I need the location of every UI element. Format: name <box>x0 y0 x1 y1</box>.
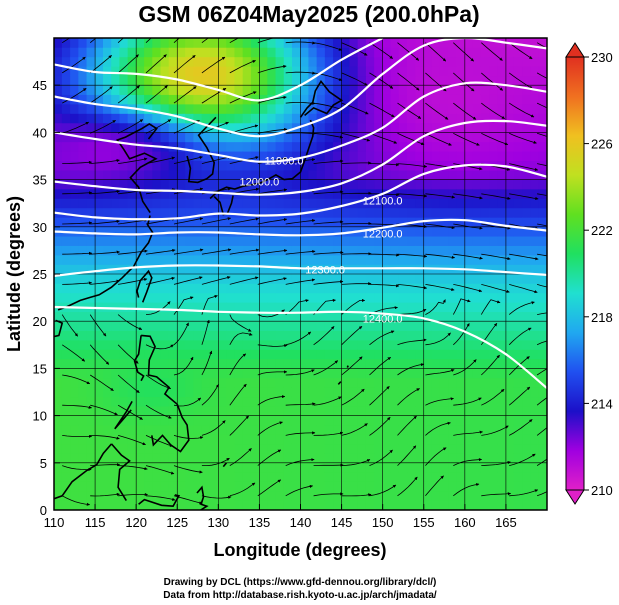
x-tick-label: 145 <box>331 515 353 530</box>
contour-label: 12300.0 <box>305 264 345 276</box>
colorbar-tick-label: 214 <box>591 396 613 411</box>
x-tick-label: 165 <box>495 515 517 530</box>
y-tick-label: 30 <box>33 220 47 235</box>
credit-data-source: Data from http://database.rish.kyoto-u.a… <box>163 590 437 601</box>
contour-label: 12200.0 <box>363 228 403 240</box>
x-tick-label: 120 <box>125 515 147 530</box>
x-tick-label: 115 <box>85 515 106 530</box>
x-tick-label: 160 <box>454 515 476 530</box>
colorbar-ticks: 230 226 222 218 214 210 <box>584 50 613 498</box>
y-tick-label: 35 <box>33 173 47 188</box>
credit-dcl: Drawing by DCL (https://www.gfd-dennou.o… <box>164 577 437 588</box>
colorbar-body <box>565 56 585 491</box>
x-axis-label: Longitude (degrees) <box>213 540 386 560</box>
height-contour-12100 <box>54 163 547 221</box>
height-contour-11800 <box>54 38 547 138</box>
y-axis-ticks: 0 5 10 15 20 25 30 35 40 45 <box>33 78 60 518</box>
height-contour-12200 <box>54 218 547 237</box>
chart-title: GSM 06Z04May2025 (200.0hPa) <box>138 1 479 27</box>
height-contour-12400 <box>54 305 547 390</box>
x-tick-label: 155 <box>413 515 435 530</box>
height-contour-12300 <box>54 264 547 277</box>
colorbar: 230 226 222 218 214 210 <box>565 42 613 505</box>
contour-label: 12400.0 <box>363 313 403 325</box>
x-tick-label: 140 <box>290 515 312 530</box>
x-tick-label: 135 <box>249 515 271 530</box>
y-tick-label: 25 <box>33 267 47 282</box>
height-contour-11700 <box>54 38 384 102</box>
y-tick-label: 10 <box>33 409 47 424</box>
y-tick-label: 0 <box>40 503 47 518</box>
x-tick-label: 130 <box>207 515 229 530</box>
colorbar-tick-label: 210 <box>591 483 613 498</box>
contour-label: 11900.0 <box>265 156 304 168</box>
colorbar-tick-label: 222 <box>591 223 613 238</box>
y-tick-label: 40 <box>33 125 47 140</box>
contour-label: 12000.0 <box>240 176 280 188</box>
y-tick-label: 45 <box>33 78 47 93</box>
y-axis-label: Latitude (degrees) <box>4 196 24 352</box>
plot-area: 11900.0 12000.0 12100.0 12200.0 12300.0 12400… <box>33 37 548 530</box>
x-tick-label: 125 <box>166 515 188 530</box>
colorbar-tick-label: 218 <box>591 310 613 325</box>
x-tick-label: 150 <box>372 515 394 530</box>
contour-label: 12100.0 <box>363 195 403 207</box>
colorbar-min-arrow <box>565 489 585 505</box>
colorbar-max-arrow <box>565 42 585 58</box>
y-tick-label: 20 <box>33 314 47 329</box>
y-tick-label: 5 <box>40 456 47 471</box>
x-axis-ticks: 110 115 120 125 130 135 140 145 150 155 160 165 <box>44 504 517 530</box>
wind-streamlines <box>61 38 547 506</box>
y-tick-label: 15 <box>33 361 47 376</box>
height-contours: 11900.0 12000.0 12100.0 12200.0 12300.0 12400… <box>54 38 547 390</box>
colorbar-tick-label: 226 <box>591 137 613 152</box>
height-contour-12000 <box>54 119 547 196</box>
grid-lines <box>54 38 547 510</box>
height-contour-11900 <box>54 81 547 163</box>
colorbar-tick-label: 230 <box>591 50 613 65</box>
x-tick-label: 110 <box>44 515 65 530</box>
